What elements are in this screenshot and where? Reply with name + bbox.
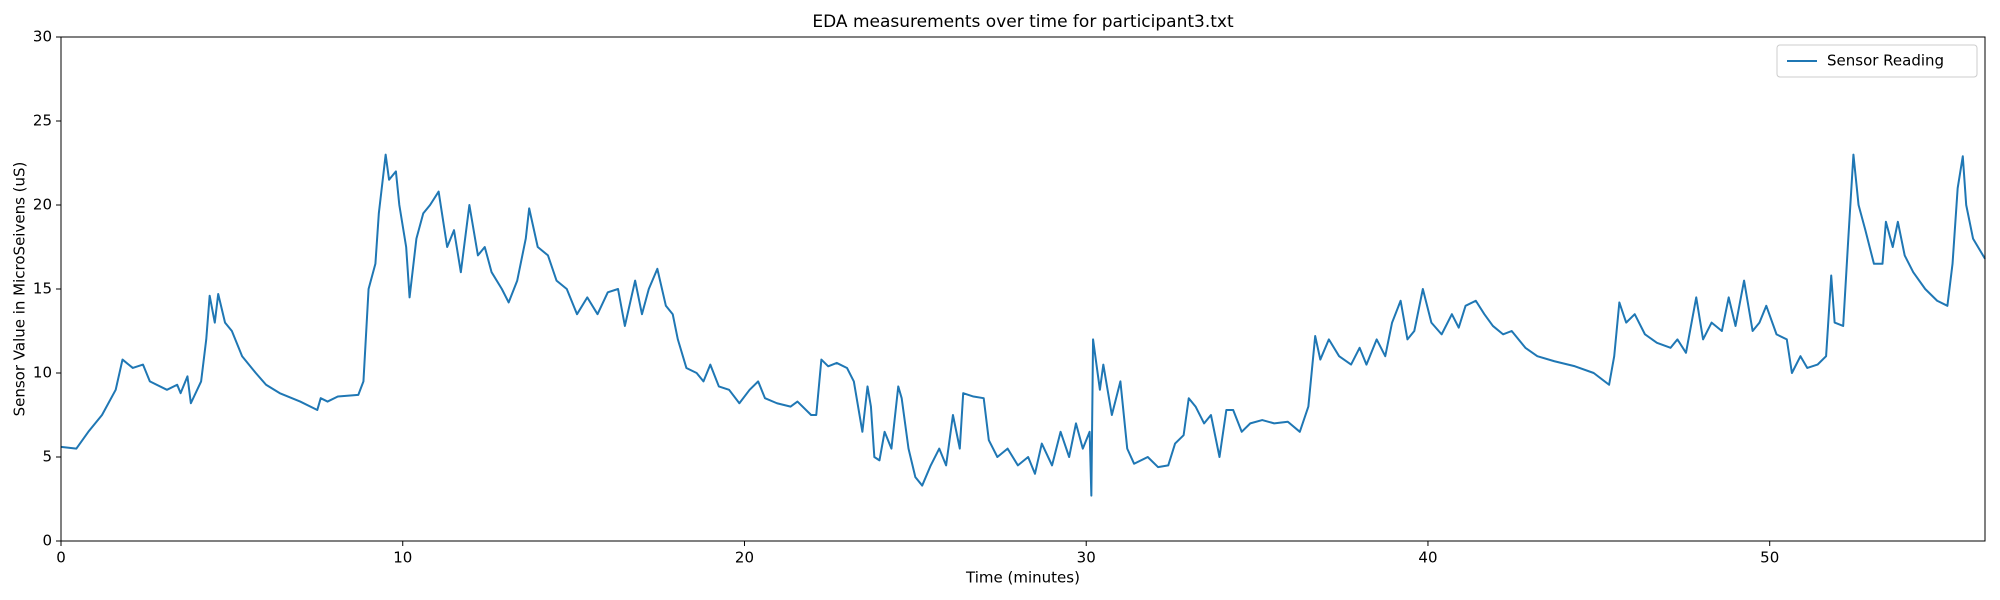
chart-title: EDA measurements over time for participa… [812,12,1234,32]
x-axis-label: Time (minutes) [965,569,1080,587]
y-tick-label: 30 [33,28,52,46]
x-tick-label: 30 [1077,549,1096,567]
x-tick-label: 40 [1418,549,1437,567]
y-tick-label: 20 [33,196,52,214]
y-tick-label: 25 [33,112,52,130]
x-tick-label: 0 [56,549,66,567]
legend-box [1776,44,1978,78]
y-axis-label: Sensor Value in MicroSeivens (uS) [11,162,29,417]
x-tick-label: 50 [1760,549,1779,567]
x-tick-label: 20 [735,549,754,567]
y-tick-label: 10 [33,364,52,382]
plot-frame [60,36,1986,542]
data-line [60,153,1986,497]
legend-label: Sensor Reading [1827,52,1944,70]
x-tick-label: 10 [393,549,412,567]
y-tick-label: 5 [42,448,52,466]
y-tick-label: 0 [42,532,52,550]
y-tick-label: 15 [33,280,52,298]
